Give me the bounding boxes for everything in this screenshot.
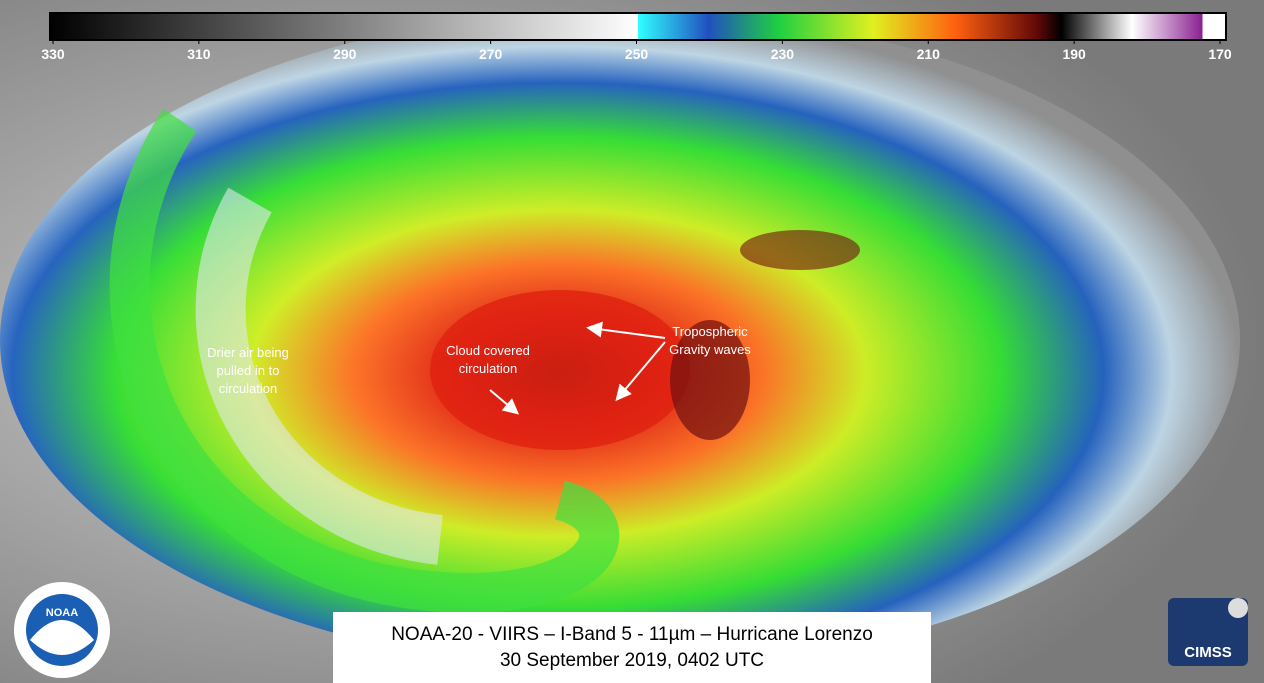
core: [430, 290, 690, 450]
spiral-band: [109, 108, 620, 613]
colorbar-tick-label: 330: [41, 46, 65, 62]
colorbar: [49, 12, 1227, 41]
arrow: [586, 321, 666, 339]
colorbar-tick-label: 190: [1062, 46, 1086, 62]
caption: 30 September 2019, 0402 UTC: [500, 650, 764, 671]
gravity-wave-band: [740, 230, 860, 270]
colorbar-tick-label: 230: [771, 46, 795, 62]
caption-box: [333, 612, 931, 683]
colorbar-tick-label: 270: [479, 46, 503, 62]
caption: NOAA-20 - VIIRS – I-Band 5 - 11µm – Hurr…: [391, 624, 873, 645]
cimss-dish: [1228, 598, 1248, 618]
colorbar-tick-label: 250: [625, 46, 649, 62]
cimss-logo: [1168, 598, 1248, 666]
gravity-wave-band: [670, 320, 750, 440]
annotation: Drier air being: [207, 345, 289, 360]
noaa-gull: [30, 620, 94, 655]
arrow: [615, 341, 666, 402]
annotation: circulation: [219, 381, 278, 396]
annotation: Gravity waves: [669, 342, 751, 357]
colorbar-tick-label: 290: [333, 46, 357, 62]
dry-air: [195, 187, 444, 565]
colorbar-tick-label: 310: [187, 46, 211, 62]
annotation: Cloud covered: [446, 343, 530, 358]
logo-text: NOAA: [46, 607, 78, 619]
annotation: circulation: [459, 361, 518, 376]
colorbar-tick-label: 210: [917, 46, 941, 62]
annotation: pulled in to: [217, 363, 280, 378]
logo-text: CIMSS: [1184, 644, 1232, 661]
arrow: [489, 389, 520, 415]
annotation: Tropospheric: [672, 324, 748, 339]
colorbar-tick-label: 170: [1208, 46, 1232, 62]
